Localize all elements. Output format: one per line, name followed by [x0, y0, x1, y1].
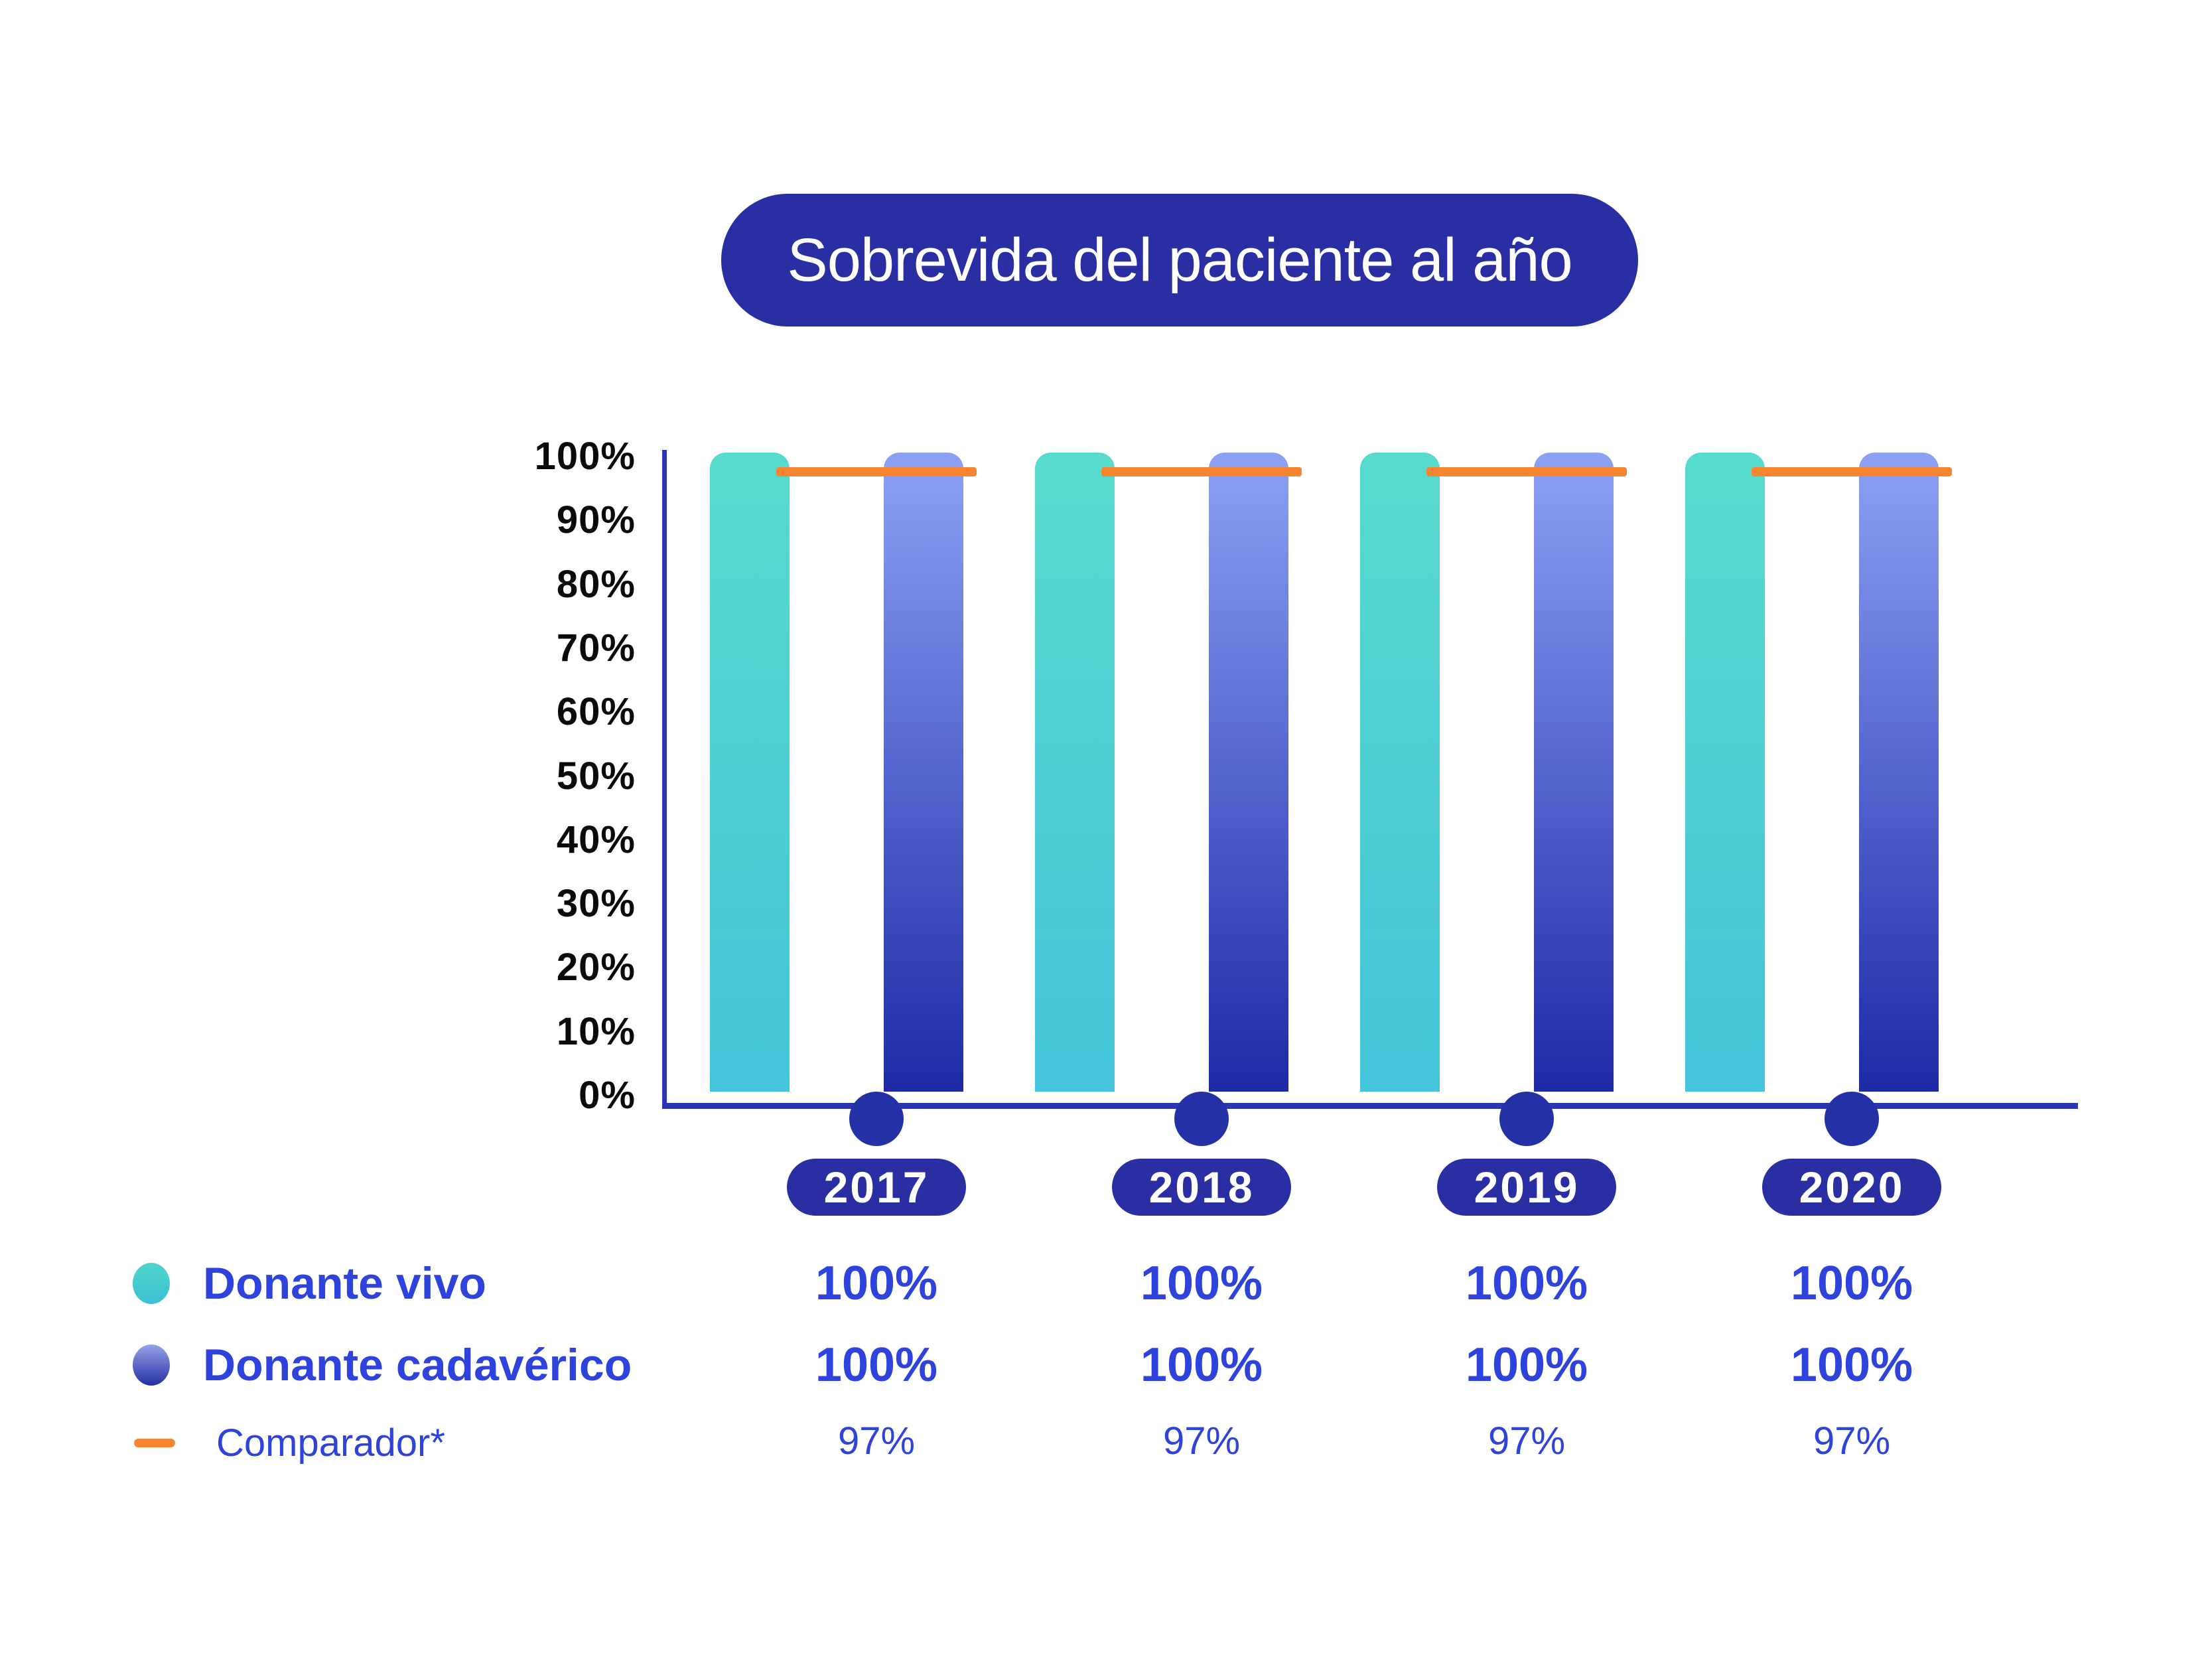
- legend-label-donante-cadaverico: Donante cadavérico: [203, 1340, 632, 1390]
- legend-row-donante-vivo: Donante vivo: [133, 1254, 486, 1313]
- y-tick-label-0: 0%: [579, 1074, 636, 1117]
- bar-donante-vivo-2018: [1035, 453, 1115, 1092]
- y-tick-label-70: 70%: [556, 626, 636, 670]
- bar-donante-cadaverico-2018: [1209, 453, 1288, 1092]
- y-tick-label-90: 90%: [556, 498, 636, 542]
- chart-title: Sobrevida del paciente al año: [787, 226, 1572, 294]
- donante-vivo-swatch-icon: [133, 1263, 170, 1304]
- value-comparador-2017: 97%: [837, 1419, 916, 1463]
- comparator-line-2019: [1426, 467, 1627, 476]
- year-label-2020: 2020: [1799, 1163, 1905, 1212]
- legend-row-comparador: Comparador*: [133, 1413, 445, 1473]
- value-comparador-2018: 97%: [1162, 1419, 1241, 1463]
- year-dot-2018: [1174, 1092, 1229, 1146]
- value-comparador-2019: 97%: [1487, 1419, 1566, 1463]
- bar-donante-cadaverico-2017: [884, 453, 963, 1092]
- year-label-2017: 2017: [823, 1163, 930, 1212]
- bar-donante-cadaverico-2020: [1859, 453, 1939, 1092]
- comparador-dash-icon: [134, 1438, 175, 1447]
- value-donante-vivo-2020: 100%: [1790, 1257, 1913, 1310]
- chart-title-pill: Sobrevida del paciente al año: [721, 194, 1638, 326]
- year-pill-2019: 2019: [1437, 1159, 1616, 1216]
- y-tick-label-60: 60%: [556, 690, 636, 734]
- legend-label-donante-vivo: Donante vivo: [203, 1258, 486, 1309]
- donante-cadaverico-swatch-icon: [133, 1344, 170, 1386]
- legend-label-comparador: Comparador*: [216, 1421, 445, 1465]
- bar-donante-cadaverico-2019: [1534, 453, 1614, 1092]
- bar-donante-vivo-2017: [710, 453, 790, 1092]
- year-label-2019: 2019: [1474, 1163, 1580, 1212]
- x-axis-line: [662, 1103, 2078, 1109]
- y-tick-label-40: 40%: [556, 818, 636, 861]
- y-axis-line: [662, 450, 667, 1109]
- year-pill-2017: 2017: [787, 1159, 966, 1216]
- year-label-2018: 2018: [1148, 1163, 1255, 1212]
- year-dot-2017: [849, 1092, 904, 1146]
- bar-donante-vivo-2020: [1685, 453, 1765, 1092]
- value-comparador-2020: 97%: [1813, 1419, 1891, 1463]
- value-donante-cadaverico-2018: 100%: [1140, 1338, 1263, 1392]
- legend-row-donante-cadaverico: Donante cadavérico: [133, 1335, 632, 1395]
- comparator-line-2018: [1101, 467, 1302, 476]
- value-donante-cadaverico-2019: 100%: [1465, 1338, 1588, 1392]
- comparator-line-2017: [776, 467, 977, 476]
- y-tick-label-10: 10%: [556, 1009, 636, 1053]
- y-tick-label-50: 50%: [556, 754, 636, 798]
- y-tick-label-100: 100%: [534, 435, 636, 478]
- value-donante-cadaverico-2020: 100%: [1790, 1338, 1913, 1392]
- y-tick-label-30: 30%: [556, 882, 636, 926]
- value-donante-cadaverico-2017: 100%: [815, 1338, 938, 1392]
- year-dot-2020: [1825, 1092, 1879, 1146]
- value-donante-vivo-2019: 100%: [1465, 1257, 1588, 1310]
- year-pill-2018: 2018: [1112, 1159, 1291, 1216]
- year-pill-2020: 2020: [1762, 1159, 1941, 1216]
- comparator-line-2020: [1752, 467, 1952, 476]
- value-donante-vivo-2018: 100%: [1140, 1257, 1263, 1310]
- bar-donante-vivo-2019: [1360, 453, 1440, 1092]
- y-tick-label-20: 20%: [556, 946, 636, 989]
- year-dot-2019: [1499, 1092, 1554, 1146]
- value-donante-vivo-2017: 100%: [815, 1257, 938, 1310]
- y-tick-label-80: 80%: [556, 562, 636, 606]
